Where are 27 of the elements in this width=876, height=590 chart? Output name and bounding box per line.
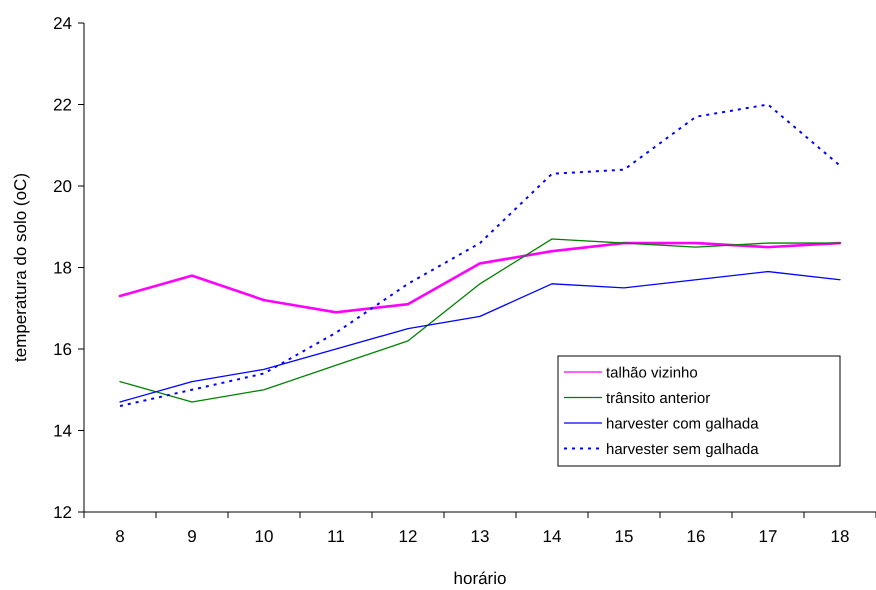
x-tick-label: 9 [187, 527, 197, 546]
line-series [118, 242, 842, 314]
y-tick-label: 16 [53, 340, 72, 359]
y-axis-title: temperatura do solo (oC) [11, 173, 30, 362]
x-tick-label: 12 [398, 527, 418, 546]
x-tick-label: 14 [542, 527, 562, 546]
legend-label: harvester com galhada [606, 415, 760, 432]
x-tick-label: 15 [614, 527, 634, 546]
x-tick-label: 13 [470, 527, 490, 546]
y-tick-label: 24 [53, 14, 72, 33]
y-tick-label: 22 [53, 95, 72, 114]
y-tick-label: 12 [53, 502, 72, 522]
legend-label: harvester sem galhada [606, 440, 760, 458]
x-tick-label: 8 [115, 527, 125, 546]
x-tick-label: 17 [758, 527, 778, 546]
y-tick-label: 14 [53, 421, 72, 440]
legend-label: trânsito anterior [606, 390, 710, 407]
y-tick-label: 18 [53, 258, 72, 278]
legend-label: talhão vizinho [606, 364, 698, 382]
line-series [119, 104, 841, 408]
x-tick-label: 18 [830, 527, 850, 546]
x-tick-label: 11 [327, 527, 345, 546]
x-tick-label: 10 [254, 527, 274, 546]
y-tick-label: 20 [53, 176, 72, 196]
line-series [119, 238, 841, 403]
x-tick-label: 16 [686, 527, 706, 546]
x-axis-title: horário [454, 569, 506, 588]
